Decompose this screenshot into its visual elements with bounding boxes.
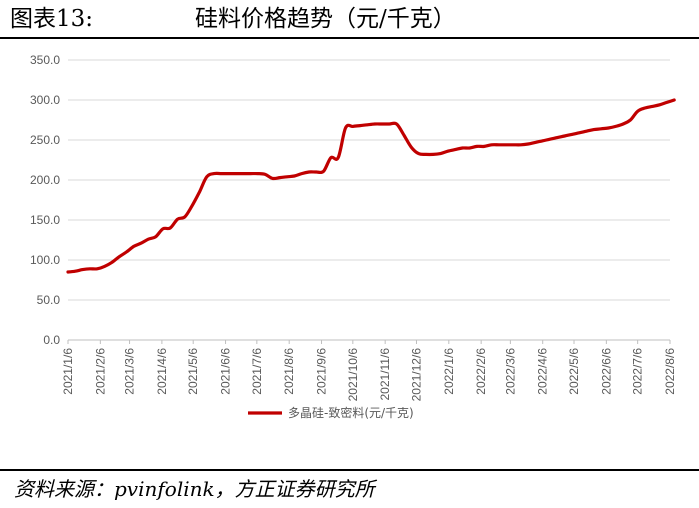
- series-line: [66, 98, 676, 274]
- figure-label: 图表13:: [10, 6, 94, 32]
- x-tick-label: 2021/3/6: [123, 348, 137, 395]
- x-tick-label: 2022/6/6: [599, 348, 613, 395]
- top-rule: [0, 37, 699, 39]
- gridlines: [68, 59, 670, 341]
- figure-title: 硅料价格趋势（元/千克）: [195, 6, 456, 32]
- x-tick-label: 2021/10/6: [346, 348, 360, 402]
- legend-label: 多晶硅-致密料(元/千克): [288, 405, 414, 420]
- y-axis-ticks: 0.0 50.0 100.0 150.0 200.0 250.0 300.0 350.0: [30, 53, 60, 347]
- x-tick-label: 2021/4/6: [155, 348, 169, 395]
- y-tick-label: 0.0: [43, 333, 60, 347]
- x-tick-label: 2021/1/6: [61, 348, 75, 395]
- x-tick-label: 2021/5/6: [186, 348, 200, 395]
- y-tick-label: 100.0: [30, 253, 60, 267]
- x-tick-label: 2022/5/6: [567, 348, 581, 395]
- y-tick-label: 300.0: [30, 93, 60, 107]
- y-tick-label: 250.0: [30, 133, 60, 147]
- x-tick-label: 2021/8/6: [282, 348, 296, 395]
- y-tick-label: 50.0: [37, 293, 61, 307]
- source-note: 资料来源：pvinfolink，方正证券研究所: [14, 477, 375, 501]
- y-tick-label: 350.0: [30, 53, 60, 67]
- figure-title-line: 图表13: 硅料价格趋势（元/千克）: [10, 2, 690, 36]
- x-tick-label: 2022/4/6: [536, 348, 550, 395]
- x-tick-label: 2022/1/6: [442, 348, 456, 395]
- x-tick-label: 2022/3/6: [503, 348, 517, 395]
- x-tick-label: 2022/7/6: [631, 348, 645, 395]
- x-tick-label: 2022/2/6: [474, 348, 488, 395]
- x-tick-label: 2021/12/6: [409, 348, 423, 402]
- bottom-rule: [0, 469, 699, 471]
- y-tick-label: 150.0: [30, 213, 60, 227]
- legend: 多晶硅-致密料(元/千克): [248, 405, 414, 420]
- x-tick-label: 2021/7/6: [250, 348, 264, 395]
- line-chart: 0.0 50.0 100.0 150.0 200.0 250.0 300.0 350.0 20…: [30, 53, 677, 420]
- x-tick-label: 2021/2/6: [93, 348, 107, 395]
- y-tick-label: 200.0: [30, 173, 60, 187]
- x-tick-label: 2022/8/6: [663, 348, 677, 395]
- x-tick-label: 2021/11/6: [378, 348, 392, 401]
- x-tick-label: 2021/6/6: [219, 348, 233, 395]
- x-tick-label: 2021/9/6: [315, 348, 329, 395]
- x-axis-ticks: 2021/1/6 2021/2/6 2021/3/6 2021/4/6 2021/5/6…: [61, 340, 677, 401]
